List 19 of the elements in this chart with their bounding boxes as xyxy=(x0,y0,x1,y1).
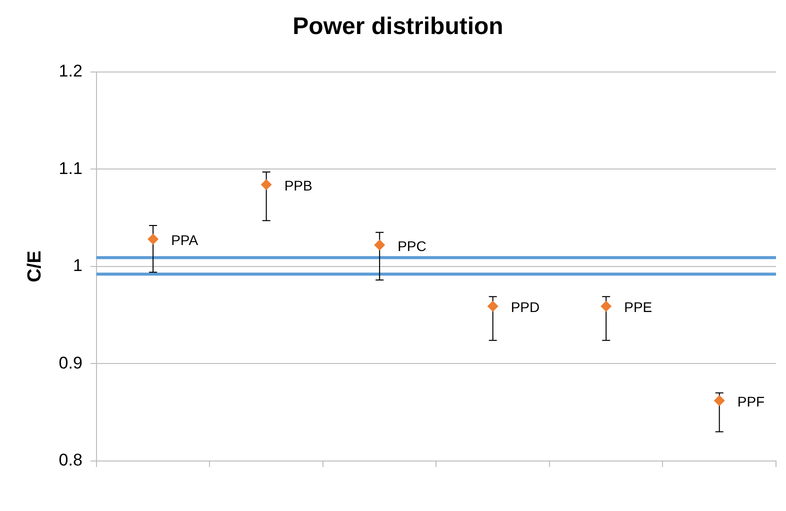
point xyxy=(260,179,272,190)
series-label: PPB xyxy=(284,178,312,194)
y-tick-label: 1 xyxy=(72,256,82,276)
chart-title: Power distribution xyxy=(292,13,504,40)
series-label: PPF xyxy=(737,394,765,410)
point xyxy=(148,234,159,245)
y-tick-label: 0.9 xyxy=(58,353,82,372)
series-label: PPC xyxy=(398,238,426,254)
y-axis-title: C/E xyxy=(24,250,46,282)
series-label: PPA xyxy=(171,232,199,248)
y-tick-label: 1.2 xyxy=(58,61,82,80)
y-tick-label: 1.1 xyxy=(58,158,82,178)
series-label: PPE xyxy=(624,299,652,316)
point xyxy=(374,239,386,250)
point xyxy=(600,300,612,312)
series-label: PPD xyxy=(510,299,540,316)
y-tick-label: 0.8 xyxy=(58,450,82,470)
point xyxy=(714,395,725,406)
point xyxy=(487,300,498,312)
